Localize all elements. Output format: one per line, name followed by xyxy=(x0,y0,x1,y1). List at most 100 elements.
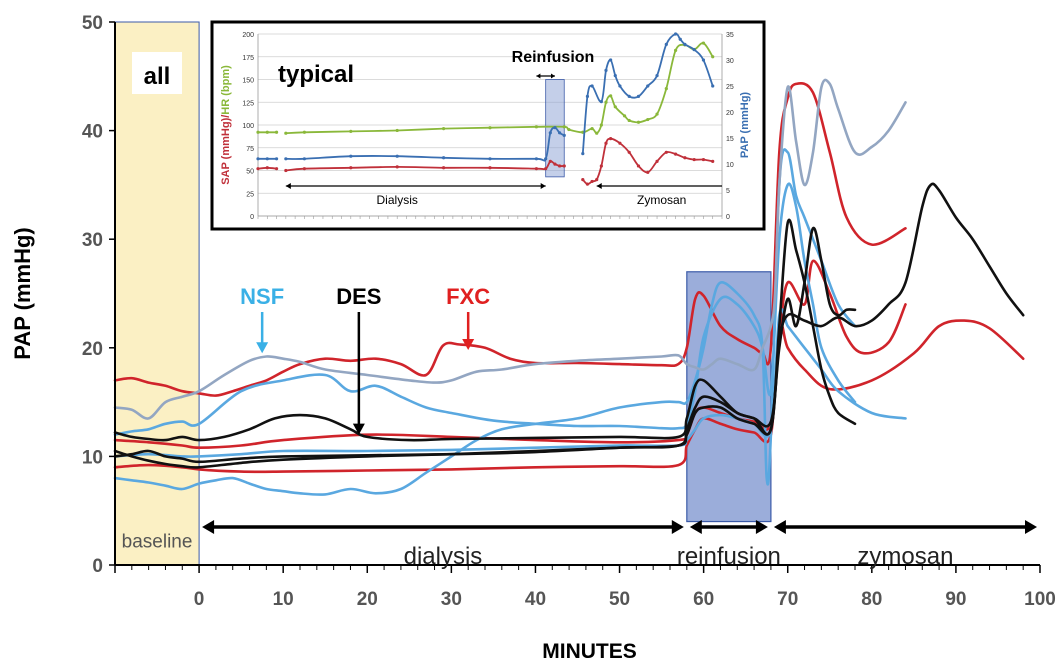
annotation-label: FXC xyxy=(446,284,490,309)
inset-series-point xyxy=(711,55,715,59)
inset-series-point xyxy=(562,133,566,137)
inset-series-point xyxy=(558,131,562,135)
inset-arrowhead-left xyxy=(596,183,602,189)
inset-series-point xyxy=(302,157,306,161)
inset-series-point xyxy=(284,168,288,173)
series-line-des-7 xyxy=(113,218,857,442)
inset-series-hr xyxy=(256,41,715,135)
inset-series-point xyxy=(302,167,306,171)
inset-left-axis-title-part: / xyxy=(220,115,232,118)
inset-left-tick-label-25: 25 xyxy=(246,191,254,198)
inset-series-point xyxy=(284,157,288,161)
inset-annotation-zymosan: Zymosan xyxy=(596,183,722,207)
inset-series-point xyxy=(548,159,552,163)
x-tick-label-100: 100 xyxy=(1024,589,1056,610)
inset-series-point xyxy=(692,48,696,52)
inset-left-tick-label-50: 50 xyxy=(246,169,254,176)
inset-series-point xyxy=(646,170,650,174)
inset-series-point xyxy=(646,84,650,88)
annotation-label: DES xyxy=(336,284,381,309)
inset-series-point xyxy=(664,150,668,154)
inset-series-point xyxy=(609,58,613,62)
inset-series-point xyxy=(604,68,608,72)
inset-series-point xyxy=(562,125,566,129)
inset-series-point xyxy=(585,94,590,98)
inset-series-point xyxy=(622,114,627,118)
inset-arrowhead-left xyxy=(536,73,541,79)
inset-series-point xyxy=(590,179,594,184)
inset-series-point xyxy=(595,131,599,135)
inset-series-point xyxy=(636,94,641,98)
inset-left-axis-title-part: HR (bpm) xyxy=(220,65,232,115)
inset-series-point xyxy=(599,123,603,127)
inset-series-point xyxy=(609,94,613,98)
phase-arrowhead-right xyxy=(755,519,768,534)
y-tick-label-40: 40 xyxy=(82,122,103,143)
inset-series-point xyxy=(581,178,585,182)
inset-series-point xyxy=(674,48,678,52)
inset-left-tick-label-125: 125 xyxy=(242,100,254,107)
series-line-nsf-6 xyxy=(113,78,907,420)
inset-right-tick-label-5: 5 xyxy=(726,188,730,195)
inset-series-point xyxy=(655,159,659,163)
inset-series-point xyxy=(395,154,399,158)
x-tick-label-70: 70 xyxy=(777,589,798,610)
region-baseline xyxy=(114,21,200,566)
inset-right-tick-label-10: 10 xyxy=(726,162,734,169)
phase-reinfusion: reinfusion xyxy=(677,519,781,570)
inset-series-point xyxy=(581,152,585,156)
phase-arrowhead-left xyxy=(689,519,702,534)
phase-arrowhead-left xyxy=(773,519,786,534)
inset-series-point xyxy=(442,166,446,170)
y-axis-title: PAP (mmHg) xyxy=(10,227,35,359)
inset-annotation-label: Zymosan xyxy=(637,193,686,207)
x-tick-label-50: 50 xyxy=(609,589,630,610)
inset-right-tick-label-30: 30 xyxy=(726,58,734,65)
inset-series-point xyxy=(590,84,594,88)
inset-series-point xyxy=(265,166,269,170)
inset-series-point xyxy=(567,127,571,132)
x-tick-label-30: 30 xyxy=(441,589,462,610)
inset-right-tick-label-25: 25 xyxy=(726,84,734,91)
series-line-nsf-5 xyxy=(113,307,907,458)
annotation-arrowhead xyxy=(256,342,269,354)
inset-series-point xyxy=(553,162,557,166)
phase-label: zymosan xyxy=(857,543,953,570)
phase-label: reinfusion xyxy=(677,543,781,570)
inset-arrowhead-left xyxy=(285,183,291,189)
inset-series-point xyxy=(349,129,353,133)
box-label-background xyxy=(132,52,182,94)
inset-series-point xyxy=(711,84,715,88)
annotation-label: NSF xyxy=(240,284,284,309)
inset-series-point xyxy=(256,167,260,171)
inset-series-point xyxy=(488,157,492,161)
inset-series-point xyxy=(711,159,715,163)
inset-left-tick-label-100: 100 xyxy=(242,123,254,130)
x-tick-label-60: 60 xyxy=(693,589,714,610)
inset-series-point xyxy=(585,182,590,186)
inset-series-point xyxy=(595,178,599,182)
inset-series-point xyxy=(558,164,562,168)
phase-zymosan: zymosan xyxy=(773,519,1037,570)
inset-series-point xyxy=(655,112,659,116)
inset-series-point xyxy=(674,152,678,156)
inset-left-axis-title: SAP (mmHg)/HR (bpm) xyxy=(220,65,232,185)
inset-series-point xyxy=(618,84,622,88)
inset-right-tick-label-0: 0 xyxy=(726,214,730,221)
inset-series-point xyxy=(604,141,608,145)
x-tick-label-40: 40 xyxy=(525,589,546,610)
inset-series-point xyxy=(613,74,617,78)
inset-series-point xyxy=(395,165,399,169)
inset-series-point xyxy=(274,130,279,134)
y-tick-label-0: 0 xyxy=(92,556,103,577)
region-label-baseline: baseline xyxy=(122,532,193,553)
inset-series-point xyxy=(701,41,706,45)
inset-arrowhead-right xyxy=(550,73,555,79)
inset-series-sap xyxy=(256,137,715,186)
inset-series-point xyxy=(636,120,641,124)
series-line-fxc-1 xyxy=(113,259,907,449)
inset-series-point xyxy=(562,164,566,168)
inset-series-point xyxy=(590,127,594,131)
y-tick-label-20: 20 xyxy=(82,339,103,360)
